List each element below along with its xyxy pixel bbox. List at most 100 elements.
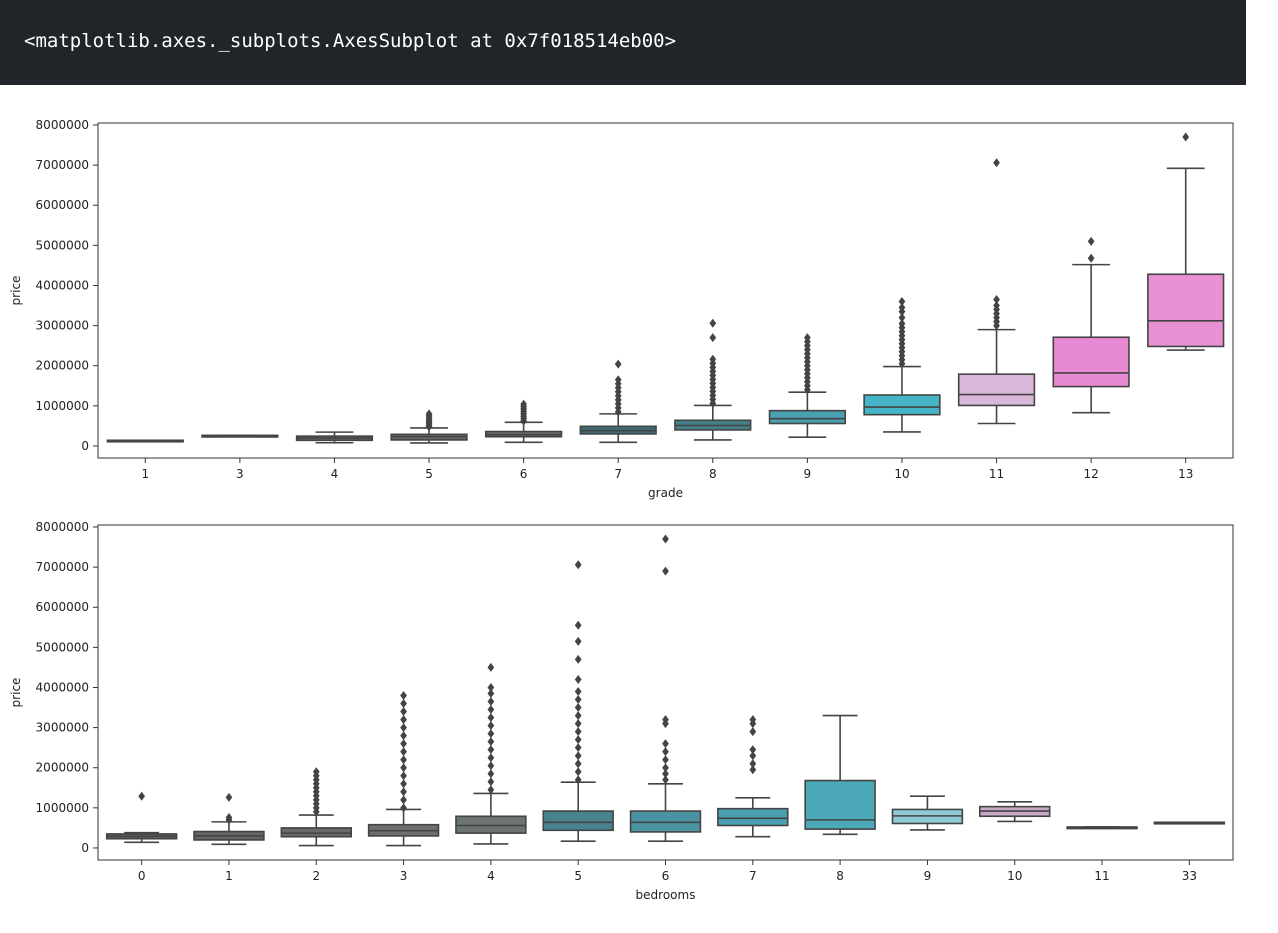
x-tick-label: 12: [1083, 467, 1098, 481]
outlier-point: [749, 727, 757, 737]
output-cell: <matplotlib.axes._subplots.AxesSubplot a…: [0, 0, 1246, 85]
outlier-point: [574, 727, 582, 737]
iqr-box: [804, 779, 876, 830]
box-6: [484, 399, 563, 444]
outlier-point: [574, 654, 582, 664]
output-text: <matplotlib.axes._subplots.AxesSubplot a…: [24, 30, 677, 52]
outlier-point: [662, 747, 669, 757]
y-tick-label: 5000000: [36, 238, 89, 252]
outlier-point: [487, 713, 495, 723]
x-tick-label: 5: [574, 869, 582, 883]
outlier-point: [749, 751, 757, 761]
outlier-point: [574, 743, 582, 753]
box-4: [455, 662, 527, 845]
outlier-point: [487, 662, 495, 672]
outlier-point: [400, 715, 407, 725]
outlier-point: [574, 636, 582, 646]
box-4: [295, 431, 374, 444]
y-tick-label: 7000000: [36, 560, 89, 574]
iqr-box: [768, 409, 847, 425]
outlier-point: [662, 755, 669, 765]
box-10: [979, 801, 1051, 823]
box-6: [629, 534, 702, 842]
box-11: [1066, 826, 1138, 830]
x-tick-label: 4: [331, 467, 339, 481]
y-tick-label: 6000000: [36, 198, 89, 212]
outlier-point: [898, 313, 906, 323]
x-tick-label: 7: [749, 869, 757, 883]
outlier-point: [487, 697, 495, 707]
y-tick-label: 3000000: [36, 721, 89, 735]
box-9: [891, 795, 964, 831]
y-tick-label: 2000000: [36, 359, 89, 373]
outlier-point: [400, 739, 407, 749]
chart-panel-2: 0 1000000 2000000 3000000 4000000 5000000 6000…: [9, 520, 1234, 902]
x-tick-label: 3: [236, 467, 244, 481]
y-tick-label: 1000000: [36, 399, 89, 413]
plot-frame: [97, 122, 1234, 459]
outlier-point: [898, 303, 906, 313]
outlier-point: [400, 771, 407, 781]
y-axis-label: price: [9, 678, 23, 708]
box-33: [1153, 821, 1226, 825]
outlier-point: [225, 792, 233, 802]
outlier-point: [400, 691, 407, 701]
x-tick-label: 8: [836, 869, 844, 883]
outlier-point: [487, 737, 495, 747]
outlier-point: [574, 620, 582, 630]
outlier-point: [614, 359, 622, 369]
box-2: [280, 767, 352, 847]
box-5: [542, 560, 614, 842]
x-tick-label: 11: [1094, 869, 1109, 883]
outlier-point: [662, 715, 669, 725]
figure: 0 1000000 2000000 3000000 4000000 5000000 6000…: [0, 85, 1278, 929]
outlier-point: [520, 399, 527, 409]
outlier-point: [709, 354, 717, 364]
outlier-point: [487, 689, 495, 699]
outlier-point: [749, 765, 757, 775]
box-plot-figure: 0 1000000 2000000 3000000 4000000 5000000 6000…: [9, 118, 1234, 902]
y-tick-label: 3000000: [36, 319, 89, 333]
outlier-point: [487, 769, 495, 779]
outlier-point: [487, 745, 495, 755]
outlier-point: [709, 318, 717, 328]
box-8: [674, 318, 752, 441]
iqr-box: [1052, 336, 1130, 388]
outlier-point: [662, 763, 669, 773]
chart-panel-1: 0 1000000 2000000 3000000 4000000 5000000 6000…: [9, 118, 1234, 500]
x-tick-label: 9: [804, 467, 812, 481]
x-tick-label: 13: [1178, 467, 1193, 481]
outlier-point: [749, 759, 757, 769]
x-tick-label: 5: [425, 467, 433, 481]
outlier-point: [574, 560, 582, 570]
outlier-point: [662, 775, 669, 785]
y-tick-label: 0: [81, 841, 89, 855]
outlier-point: [400, 755, 407, 765]
outlier-point: [312, 767, 320, 777]
outlier-point: [614, 375, 622, 385]
outlier-point: [574, 703, 582, 713]
y-tick-label: 4000000: [36, 680, 89, 694]
outlier-point: [487, 721, 495, 731]
outlier-point: [749, 715, 757, 725]
outlier-point: [400, 787, 407, 797]
outlier-point: [487, 729, 495, 739]
x-tick-label: 2: [312, 869, 320, 883]
outlier-point: [487, 705, 495, 715]
outlier-point: [400, 699, 407, 709]
outlier-point: [1087, 253, 1095, 263]
outlier-point: [993, 158, 1000, 168]
outlier-point: [487, 682, 495, 692]
x-axis-label: grade: [648, 486, 683, 500]
outlier-point: [400, 723, 407, 733]
outlier-point: [574, 674, 582, 684]
outlier-point: [400, 795, 407, 805]
outlier-point: [138, 791, 146, 801]
box-1: [106, 439, 184, 443]
outlier-point: [574, 686, 582, 696]
y-tick-label: 7000000: [36, 158, 89, 172]
outlier-point: [400, 747, 407, 757]
iqr-box: [542, 810, 614, 832]
iqr-box: [455, 815, 527, 834]
outlier-point: [400, 731, 407, 741]
